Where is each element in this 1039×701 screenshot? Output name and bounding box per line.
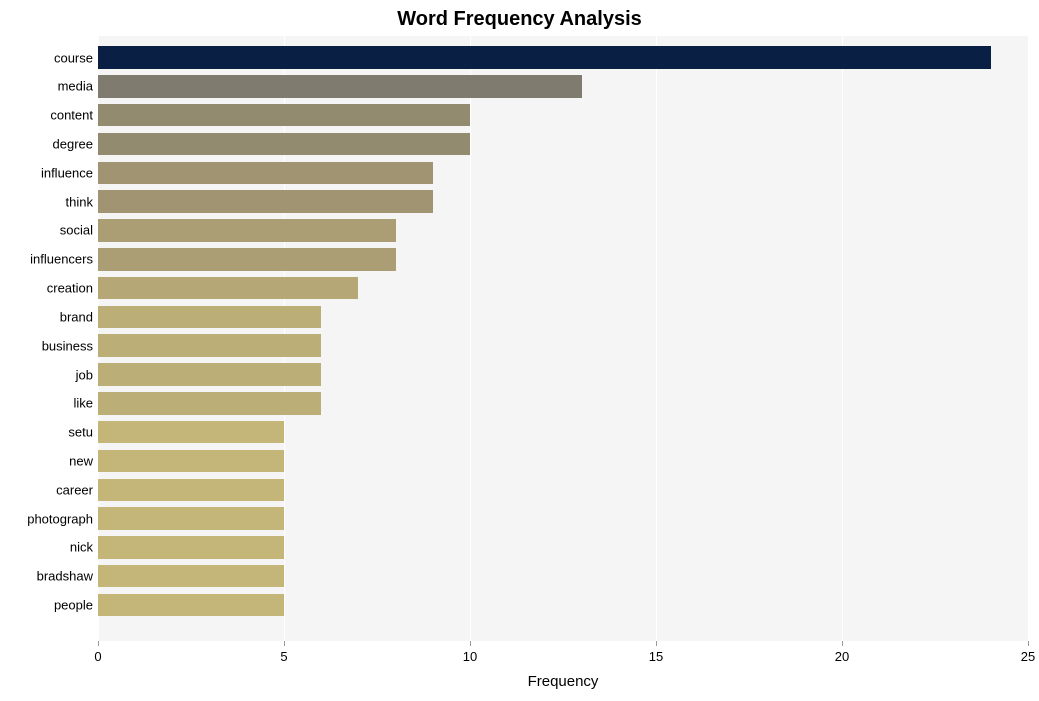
bar [98, 219, 396, 241]
x-tick-mark [656, 641, 657, 646]
bar [98, 450, 284, 472]
bar [98, 306, 321, 328]
bar [98, 392, 321, 414]
y-category-label: career [56, 482, 93, 497]
y-category-label: job [76, 367, 93, 382]
y-category-label: bradshaw [37, 569, 93, 584]
bar [98, 363, 321, 385]
bar [98, 565, 284, 587]
grid-line [656, 36, 657, 641]
bar [98, 277, 358, 299]
x-tick-mark [470, 641, 471, 646]
bar [98, 594, 284, 616]
x-tick-label: 15 [649, 649, 663, 664]
y-category-label: setu [68, 425, 93, 440]
bar [98, 75, 582, 97]
y-category-label: new [69, 453, 93, 468]
x-tick-mark [1028, 641, 1029, 646]
y-category-label: people [54, 597, 93, 612]
bar [98, 479, 284, 501]
x-tick-label: 0 [94, 649, 101, 664]
grid-line [1028, 36, 1029, 641]
y-category-label: creation [47, 281, 93, 296]
y-category-label: like [73, 396, 93, 411]
bar [98, 46, 991, 68]
x-tick-label: 10 [463, 649, 477, 664]
bar [98, 248, 396, 270]
x-tick-mark [284, 641, 285, 646]
x-tick-label: 5 [280, 649, 287, 664]
y-category-label: influence [41, 165, 93, 180]
x-tick-mark [842, 641, 843, 646]
y-category-label: content [50, 108, 93, 123]
y-category-label: nick [70, 540, 93, 555]
grid-line [842, 36, 843, 641]
y-category-label: influencers [30, 252, 93, 267]
bar [98, 507, 284, 529]
x-tick-mark [98, 641, 99, 646]
x-axis-label: Frequency [98, 673, 1028, 690]
y-category-label: degree [53, 137, 93, 152]
y-category-label: brand [60, 309, 93, 324]
y-category-label: course [54, 50, 93, 65]
bar [98, 190, 433, 212]
y-category-label: social [60, 223, 93, 238]
chart-title: Word Frequency Analysis [0, 8, 1039, 31]
bar [98, 421, 284, 443]
bar [98, 162, 433, 184]
chart-container: Word Frequency Analysis Frequency 0 5 10 15… [0, 0, 1039, 701]
x-tick-label: 25 [1021, 649, 1035, 664]
y-category-label: business [42, 338, 93, 353]
y-category-label: think [66, 194, 93, 209]
bar [98, 133, 470, 155]
y-category-label: media [58, 79, 93, 94]
grid-line [470, 36, 471, 641]
bar [98, 104, 470, 126]
y-category-label: photograph [27, 511, 93, 526]
bar [98, 536, 284, 558]
bar [98, 334, 321, 356]
x-tick-label: 20 [835, 649, 849, 664]
